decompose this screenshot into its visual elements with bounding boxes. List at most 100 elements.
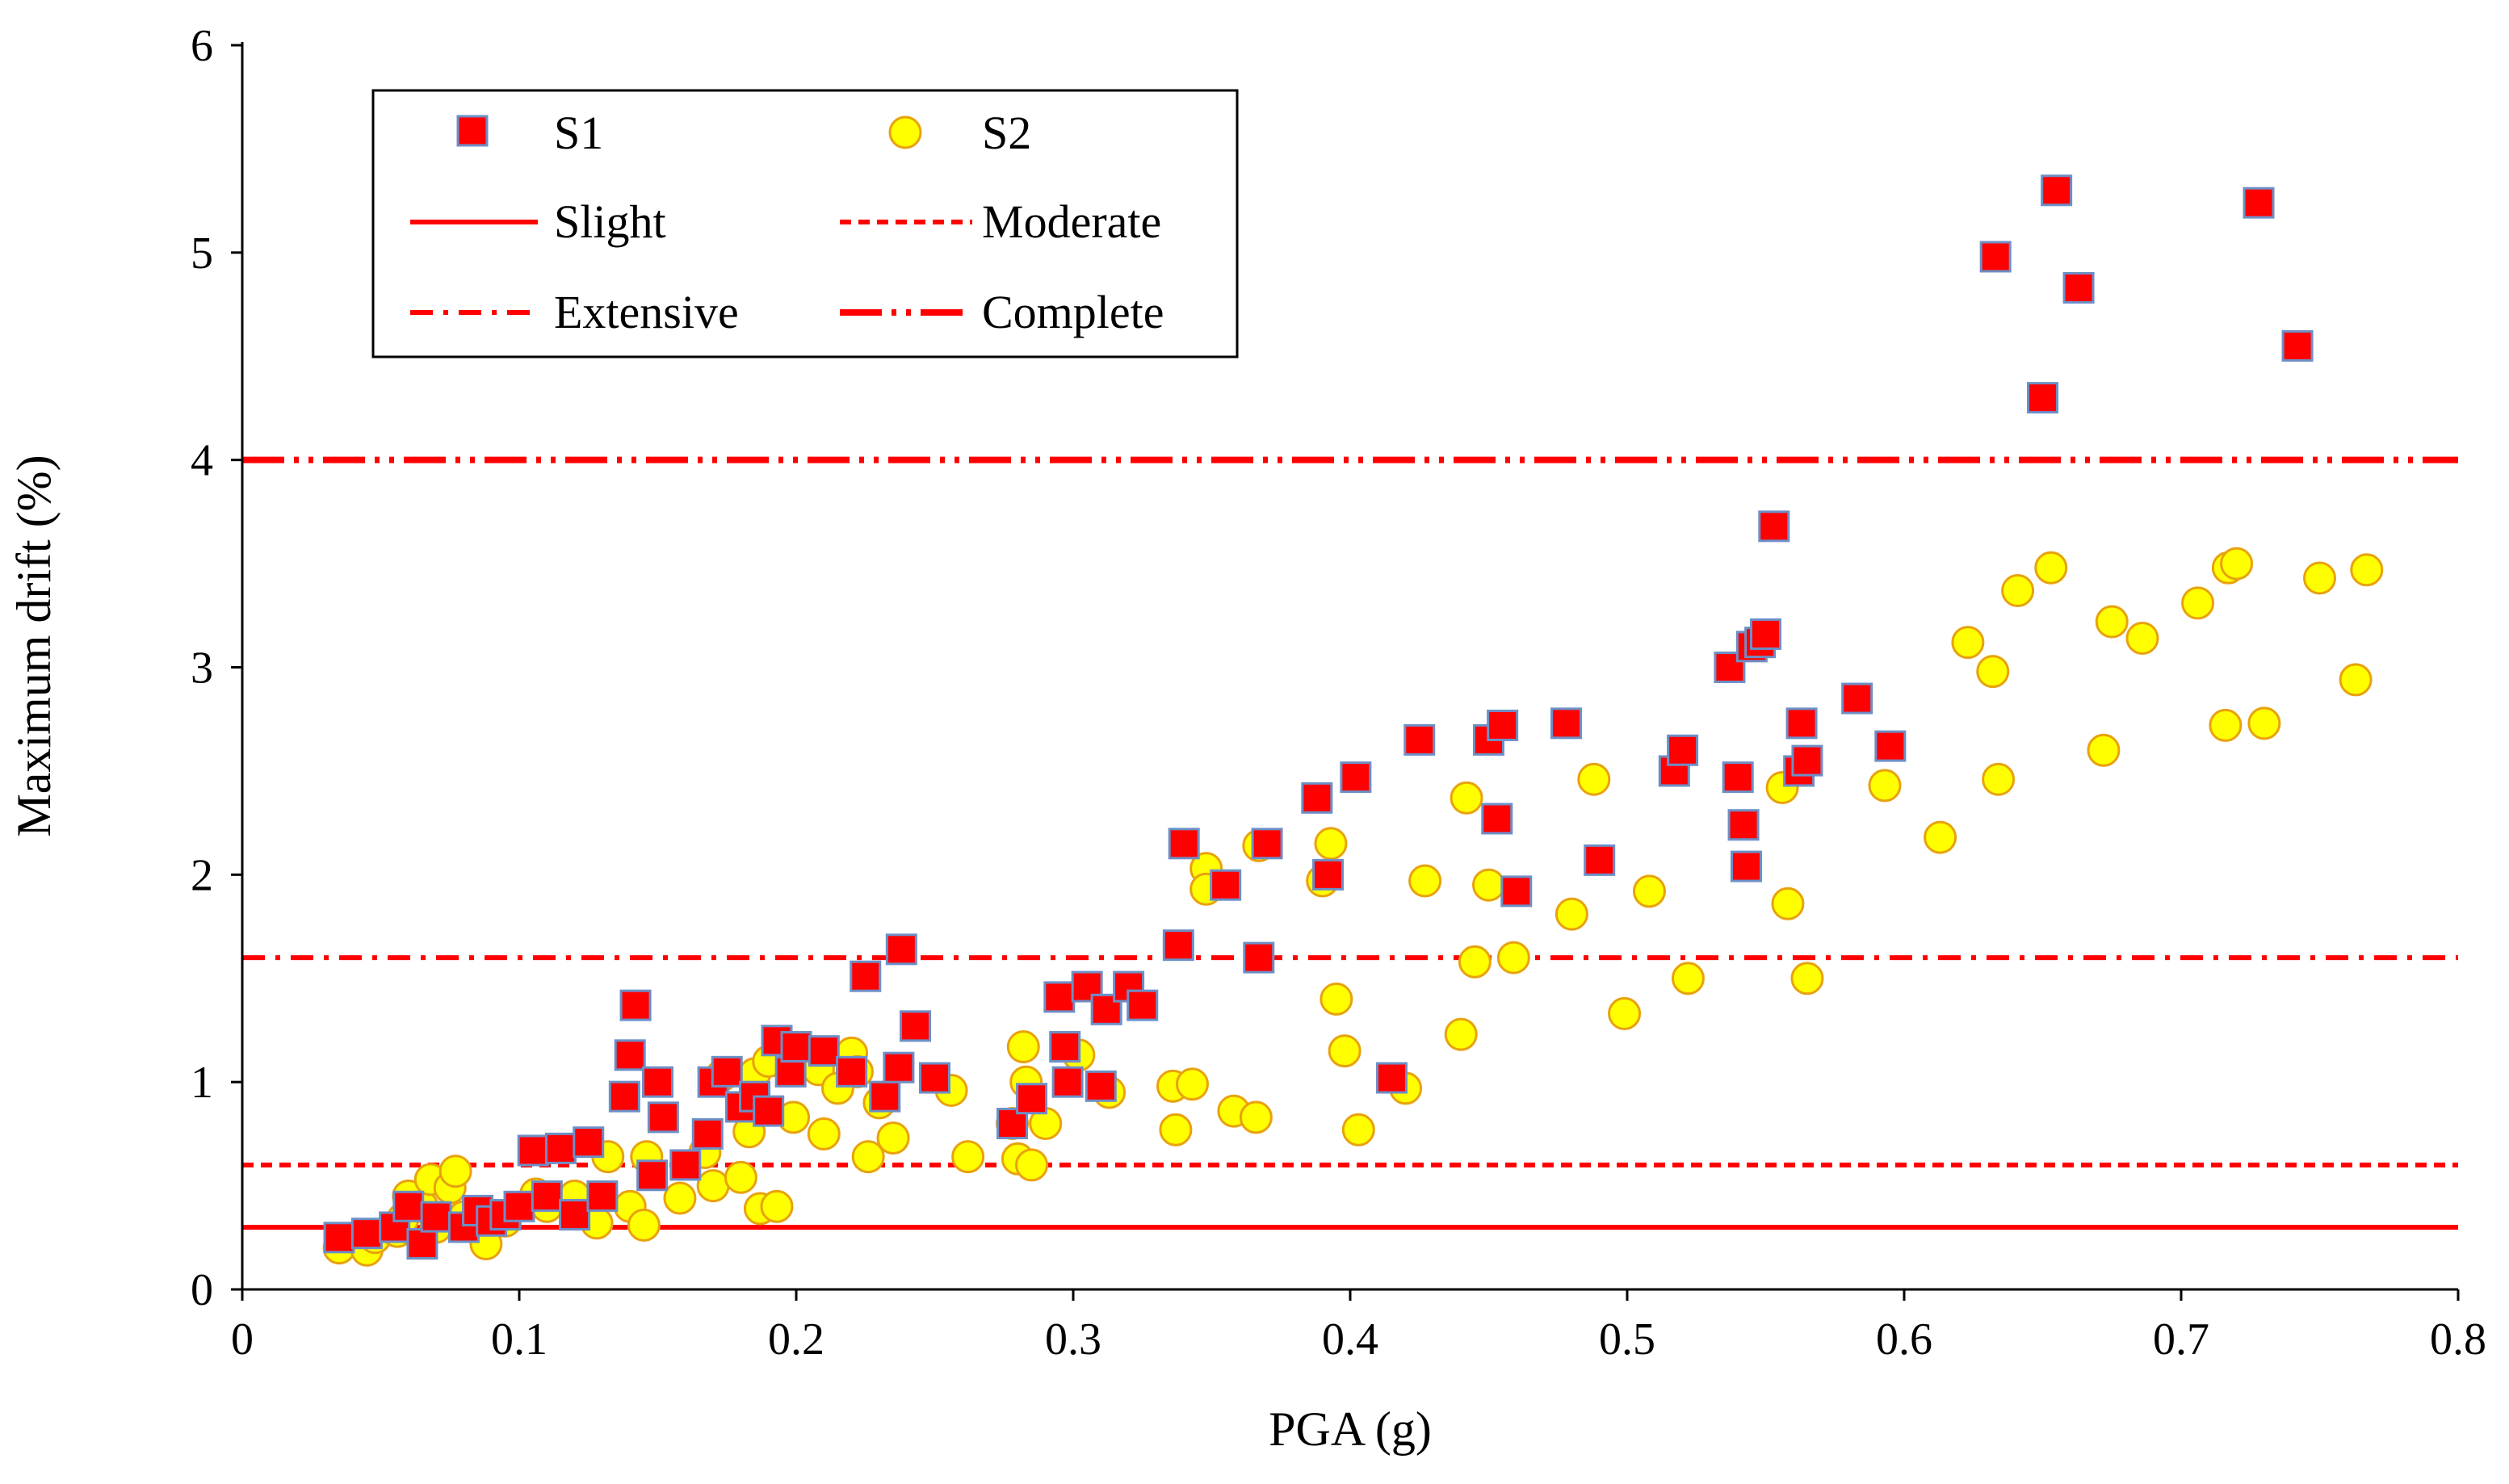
s1-point [885,933,917,966]
s2-point [2181,586,2215,620]
s1-point [392,1190,425,1222]
legend-s1-marker [456,115,489,147]
s2-point [2339,663,2373,697]
s1-point [1375,1062,1408,1094]
s1-point [636,1159,669,1192]
s2-point [1006,1030,1040,1064]
s1-point [573,1126,605,1159]
s2-point [1790,962,1824,996]
s1-point [1340,761,1372,794]
legend-slight-label: Slight [554,195,666,248]
s2-point [1450,781,1483,815]
s2-point [2350,553,2384,587]
s1-point [642,1066,673,1098]
s2-point [1671,962,1705,996]
s1-point [2243,187,2275,219]
s2-point [1632,874,1666,908]
s1-point [1168,828,1200,860]
s1-point [1403,723,1436,756]
s2-point [851,1140,885,1174]
s2-point [1976,655,2010,689]
s1-point [2041,174,2073,207]
x-tick-label: 0.3 [1045,1314,1101,1365]
s1-point [420,1201,452,1233]
s2-point [1015,1148,1049,1182]
s1-point [1243,941,1275,974]
s1-point [1016,1083,1048,1115]
s2-point [438,1155,472,1188]
s2-point [1314,827,1348,861]
series-s1-points [323,174,2314,1260]
s1-point [1750,618,1781,650]
s1-point [1162,929,1194,962]
s1-point [919,1062,950,1094]
s1-point [753,1095,785,1127]
s1-point [1722,761,1754,794]
x-tick-label: 0.6 [1876,1314,1932,1365]
s1-point [503,1190,535,1222]
s2-point [2095,605,2129,639]
s1-point [1210,869,1242,901]
y-axis-ticks: 0 1 2 3 4 5 6 [191,21,242,1315]
s1-point [1090,993,1122,1025]
s1-point [869,1080,901,1113]
s2-point [2001,573,2035,607]
s1-point [1667,734,1699,766]
s2-point [2125,622,2159,656]
s1-point [531,1180,563,1212]
s2-point [2087,733,2121,767]
s2-point [1951,626,1985,660]
s1-point [883,1051,915,1084]
y-tick-label: 2 [191,850,213,900]
damage-threshold-lines [242,456,2458,1230]
s1-point [2062,271,2095,304]
s2-point [1472,868,1505,902]
s2-point [2034,551,2068,585]
s2-point [1982,762,2016,796]
s1-point [1049,1031,1081,1063]
s2-point [1608,996,1642,1030]
s2-point [1341,1113,1375,1147]
s1-point [619,989,652,1021]
s2-point [1868,769,1902,803]
x-tick-label: 0.4 [1322,1314,1378,1365]
s1-point [1051,1066,1084,1098]
x-tick-label: 0.8 [2430,1314,2486,1365]
legend-s2-marker [888,115,922,149]
s2-point [2247,706,2281,740]
legend-extensive-label: Extensive [554,286,739,338]
s1-point [586,1180,619,1212]
s1-point [1841,682,1873,715]
s2-point [1577,762,1611,796]
s1-point [711,1055,743,1088]
legend-complete-label: Complete [982,286,1164,338]
x-tick-label: 0.2 [768,1314,824,1365]
s1-point [1085,1070,1117,1102]
s1-point [517,1134,549,1167]
s1-point [808,1035,840,1067]
s1-point [1301,782,1333,814]
s2-point [1408,864,1442,898]
s2-point [663,1181,697,1215]
y-tick-label: 5 [191,228,213,279]
s2-point [1458,945,1492,979]
s1-point [559,1199,591,1231]
legend-s1-label: S1 [554,107,603,159]
legend-s2-label: S2 [982,107,1031,159]
s1-point [1487,709,1519,741]
s2-point [1924,820,1957,854]
s2-point [1239,1100,1273,1134]
x-tick-label: 0.1 [491,1314,548,1365]
s2-point [1328,1034,1361,1068]
s2-point [2209,708,2243,742]
s1-point [1584,844,1616,876]
legend: S1 S2 Slight Moderate Extensive Complete [371,89,1239,358]
y-tick-label: 6 [191,21,213,71]
s1-point [1791,744,1823,777]
s1-point [1874,730,1907,762]
x-tick-label: 0.5 [1599,1314,1655,1365]
s1-point [2027,382,2058,414]
s1-point [544,1132,577,1164]
s2-point [1175,1067,1209,1101]
